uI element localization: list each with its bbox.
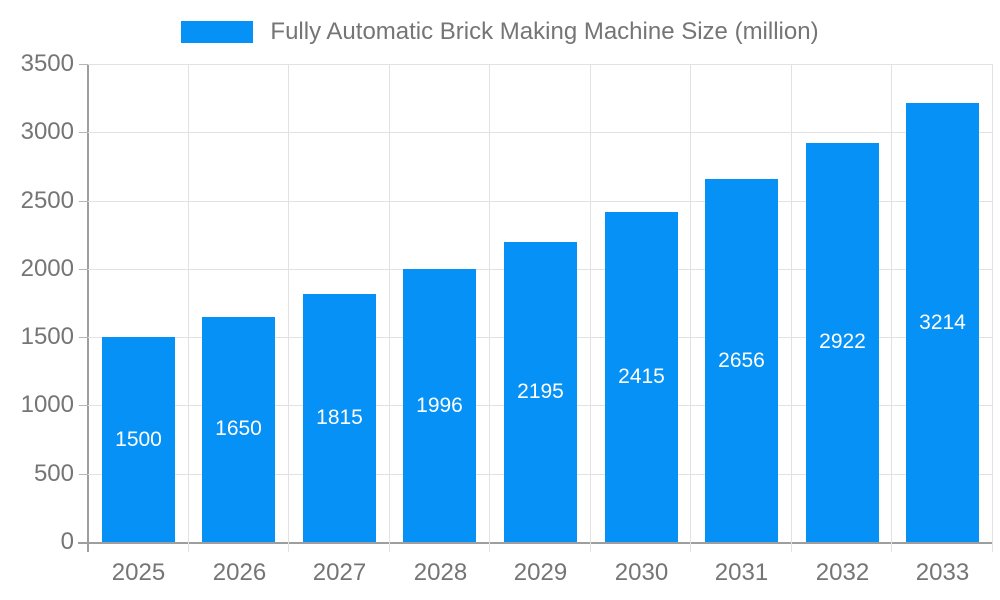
y-axis-tick-label: 0 bbox=[60, 528, 74, 555]
bar[interactable] bbox=[806, 143, 879, 542]
x-axis-tick-label: 2030 bbox=[614, 559, 669, 586]
v-gridline bbox=[188, 64, 189, 552]
bar-value-label: 2195 bbox=[517, 380, 564, 403]
x-axis-tick-label: 2028 bbox=[413, 559, 468, 586]
bar-value-label: 2922 bbox=[819, 330, 866, 353]
bar-value-label: 2415 bbox=[618, 365, 665, 388]
y-axis-tick-label: 2000 bbox=[20, 255, 74, 282]
bar-value-label: 1500 bbox=[115, 428, 162, 451]
y-axis-tick-label: 1500 bbox=[20, 323, 74, 350]
bar-value-label: 1650 bbox=[215, 417, 262, 440]
bar-value-label: 1815 bbox=[316, 406, 363, 429]
y-axis-tick-label: 2500 bbox=[20, 187, 74, 214]
h-gridline bbox=[88, 201, 993, 202]
bar[interactable] bbox=[906, 103, 979, 542]
x-axis-line bbox=[78, 542, 993, 544]
x-axis-tick-label: 2026 bbox=[212, 559, 267, 586]
h-gridline bbox=[88, 132, 993, 133]
legend-swatch-icon bbox=[181, 21, 254, 43]
x-axis-tick-label: 2033 bbox=[915, 559, 970, 586]
x-axis-tick-label: 2025 bbox=[111, 559, 166, 586]
y-axis-tick-label: 3000 bbox=[20, 118, 74, 145]
bar-value-label: 2656 bbox=[718, 349, 765, 372]
y-tick-mark bbox=[79, 269, 88, 270]
bar[interactable] bbox=[303, 294, 376, 542]
bar-value-label: 1996 bbox=[416, 394, 463, 417]
plot-area: 0 500 1000 1500 2000 2500 3000 3500 1500 2025 1650… bbox=[21, 50, 993, 586]
y-axis-tick-label: 500 bbox=[33, 460, 74, 487]
bar[interactable] bbox=[705, 179, 778, 542]
v-gridline bbox=[489, 64, 490, 552]
bar-value-label: 3214 bbox=[919, 311, 966, 334]
x-axis-tick-label: 2029 bbox=[513, 559, 568, 586]
h-gridline bbox=[88, 64, 993, 65]
y-tick-mark bbox=[79, 337, 88, 338]
y-axis-tick-label: 3500 bbox=[20, 50, 74, 77]
v-gridline bbox=[288, 64, 289, 552]
y-axis-tick-label: 1000 bbox=[20, 391, 74, 418]
bar[interactable] bbox=[102, 337, 175, 542]
y-tick-mark bbox=[79, 132, 88, 133]
bar[interactable] bbox=[202, 317, 275, 542]
x-axis-tick-label: 2027 bbox=[312, 559, 367, 586]
bar[interactable] bbox=[605, 212, 678, 542]
y-tick-mark bbox=[79, 201, 88, 202]
v-gridline bbox=[590, 64, 591, 552]
x-axis-tick-label: 2031 bbox=[714, 559, 769, 586]
legend-label: Fully Automatic Brick Making Machine Siz… bbox=[270, 18, 819, 45]
bar[interactable] bbox=[403, 269, 476, 542]
y-tick-mark bbox=[79, 64, 88, 65]
v-gridline bbox=[992, 64, 993, 552]
v-gridline bbox=[690, 64, 691, 552]
y-axis-line bbox=[87, 64, 89, 552]
v-gridline bbox=[389, 64, 390, 552]
legend[interactable]: Fully Automatic Brick Making Machine Siz… bbox=[0, 18, 1000, 46]
y-tick-mark bbox=[79, 405, 88, 406]
x-axis-tick-label: 2032 bbox=[815, 559, 870, 586]
bar[interactable] bbox=[504, 242, 577, 542]
v-gridline bbox=[891, 64, 892, 552]
y-tick-mark bbox=[79, 474, 88, 475]
v-gridline bbox=[791, 64, 792, 552]
